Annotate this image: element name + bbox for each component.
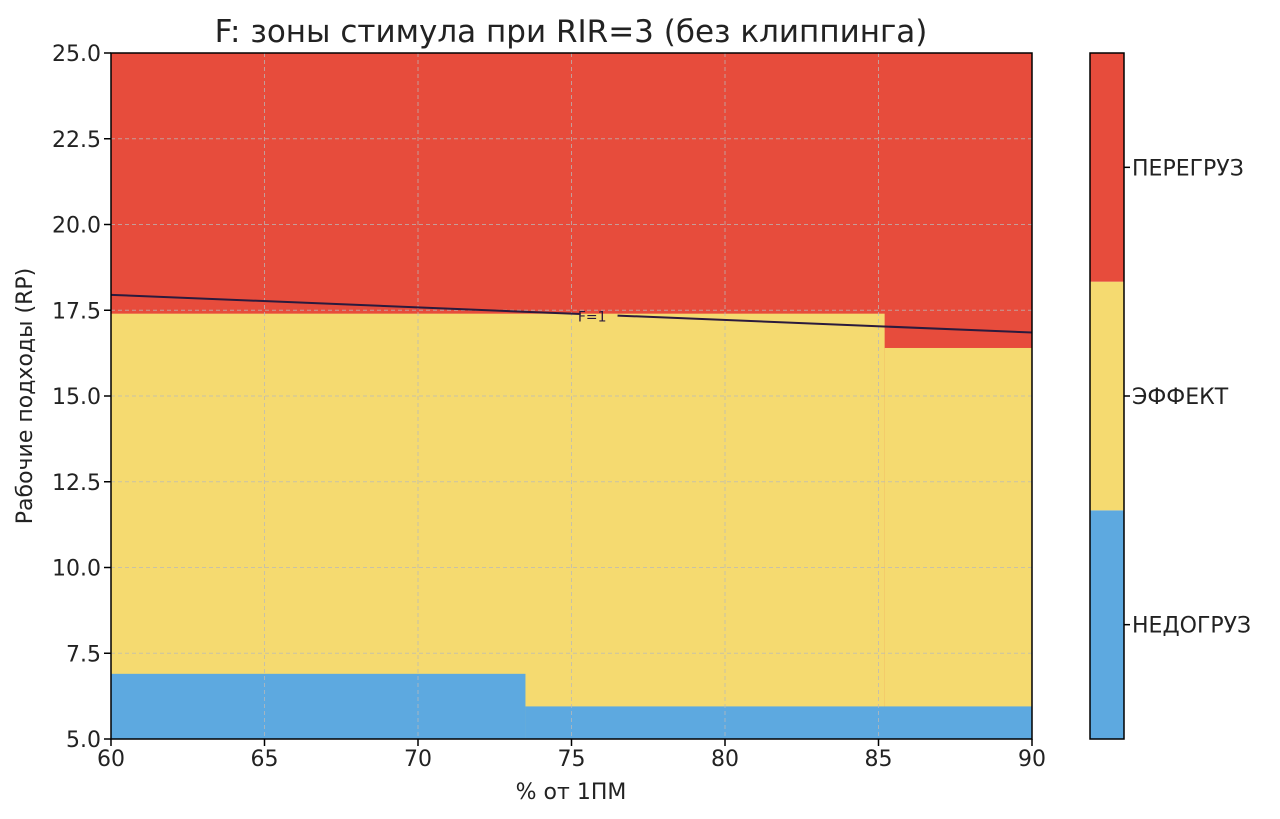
x-tick-label: 65 (251, 747, 279, 772)
y-tick-label: 5.0 (66, 728, 101, 753)
colorbar-segment (1090, 510, 1124, 739)
x-tick-label: 75 (558, 747, 586, 772)
y-tick-label: 25.0 (52, 42, 101, 67)
zone-underload-segment-0 (111, 673, 526, 739)
zone-effect-segment-1 (884, 347, 1032, 739)
y-tick-label: 20.0 (52, 214, 101, 239)
colorbar-label: ПЕРЕГРУЗ (1132, 156, 1244, 181)
colorbar-label: ЭФФЕКТ (1132, 385, 1229, 410)
x-tick-label: 85 (865, 747, 893, 772)
y-tick-label: 10.0 (52, 557, 101, 582)
colorbar-label: НЕДОГРУЗ (1132, 614, 1251, 639)
contour-line (617, 314, 1033, 334)
colorbar-segment (1090, 281, 1124, 511)
y-tick-label: 12.5 (52, 471, 101, 496)
y-tick-label: 17.5 (52, 299, 101, 324)
zone-underload-segment-1 (525, 706, 1032, 739)
colorbar: ПЕРЕГРУЗ ЭФФЕКТ НЕДОГРУЗ (1089, 52, 1251, 740)
contour-label: F=1 (578, 309, 607, 325)
y-axis-label: Рабочие подходы (RP) (13, 268, 38, 524)
x-axis-label: % от 1ПМ (516, 780, 627, 805)
colorbar-segment (1090, 53, 1124, 282)
x-tick-label: 60 (97, 747, 125, 772)
zone-effect-segment-0 (111, 313, 885, 739)
x-tick-label: 90 (1018, 747, 1046, 772)
y-tick-label: 22.5 (52, 128, 101, 153)
x-tick-label: 70 (404, 747, 432, 772)
y-tick-label: 7.5 (66, 642, 101, 667)
plot-area: F=1 60 65 70 75 80 85 90 5.0 7.5 10.0 12.5 15.0 17.5 2… (52, 42, 1046, 772)
chart-title: F: зоны стимула при RIR=3 (без клиппинга… (215, 14, 928, 50)
x-tick-label: 80 (711, 747, 739, 772)
y-tick-label: 15.0 (52, 385, 101, 410)
contour-line (110, 293, 581, 316)
